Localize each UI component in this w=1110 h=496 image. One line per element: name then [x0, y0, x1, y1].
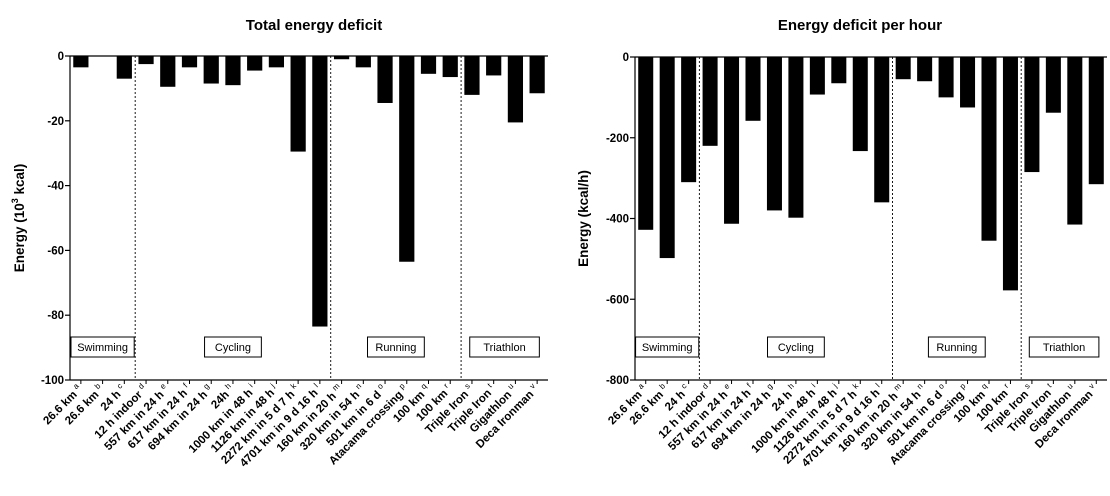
bar: [1045, 57, 1061, 113]
bar: [377, 56, 393, 103]
bar: [1088, 57, 1104, 185]
bar: [203, 56, 219, 84]
bar: [442, 56, 458, 78]
bar: [1024, 57, 1040, 173]
y-tick-label: -800: [606, 375, 629, 387]
group-label-box: [635, 336, 700, 358]
y-axis-label: Energy (kcal/h): [576, 170, 591, 267]
bar: [1067, 57, 1083, 225]
group-label-box: [204, 336, 262, 358]
chart-2: Energy deficit per hour Energy (kcal/h) 0 -…: [576, 17, 1107, 470]
bar: [895, 57, 911, 80]
chart-title: Energy deficit per hour: [778, 17, 942, 34]
y-tick-label: -100: [41, 375, 64, 387]
y-tick-label: -80: [47, 310, 64, 322]
bar: [464, 56, 480, 95]
group-label: Swimming: [642, 342, 693, 354]
bar: [681, 57, 697, 183]
group-label-box: [70, 336, 135, 358]
y-tick-label: -40: [47, 181, 64, 193]
group-label-box: [469, 336, 540, 358]
group-label-box: [367, 336, 425, 358]
bar: [225, 56, 241, 86]
group-label: Triathlon: [1043, 342, 1085, 354]
group-label: Triathlon: [483, 342, 525, 354]
bar: [116, 56, 132, 79]
bar: [160, 56, 176, 87]
bar: [290, 56, 306, 152]
bar: [399, 56, 415, 262]
y-tick-label: -400: [606, 214, 629, 226]
bar: [333, 56, 350, 60]
bar: [312, 56, 328, 327]
group-label: Cycling: [215, 342, 251, 354]
bar: [507, 56, 524, 123]
bar: [745, 57, 761, 121]
bar: [766, 57, 782, 211]
group-label-box: [1028, 336, 1100, 358]
bar: [138, 56, 154, 65]
y-tick-label: -20: [47, 116, 64, 128]
bar: [638, 57, 654, 230]
bar: [917, 57, 933, 82]
y-tick-label: -60: [47, 245, 64, 257]
chart-title: Total energy deficit: [246, 17, 382, 34]
bar: [702, 57, 718, 146]
bar: [874, 57, 890, 203]
bar: [981, 57, 997, 241]
bar: [529, 56, 545, 94]
bar: [486, 56, 502, 76]
bar: [960, 57, 976, 108]
y-tick-label: -200: [606, 133, 629, 145]
bar: [420, 56, 437, 74]
bar: [809, 57, 825, 95]
bar: [724, 57, 740, 224]
bar: [659, 57, 675, 259]
bar: [73, 56, 89, 68]
bar: [852, 57, 868, 152]
bar: [268, 56, 285, 68]
group-label: Swimming: [77, 342, 128, 354]
bar: [788, 57, 804, 218]
bar: [1002, 57, 1018, 291]
y-tick-label: 0: [623, 52, 629, 64]
group-label: Running: [936, 342, 977, 354]
y-tick-label: 0: [58, 51, 64, 63]
bar: [355, 56, 371, 68]
y-tick-label: -600: [606, 294, 629, 306]
group-label-box: [767, 336, 825, 358]
chart-1: Total energy deficit Energy (103 kcal) 0 -2…: [10, 17, 548, 470]
bar: [181, 56, 198, 68]
bar: [831, 57, 847, 84]
bar: [247, 56, 263, 71]
bar: [938, 57, 954, 98]
group-label-box: [927, 336, 986, 358]
group-label: Running: [375, 342, 416, 354]
y-axis-label: Energy (103 kcal): [10, 164, 27, 273]
group-label: Cycling: [778, 342, 814, 354]
